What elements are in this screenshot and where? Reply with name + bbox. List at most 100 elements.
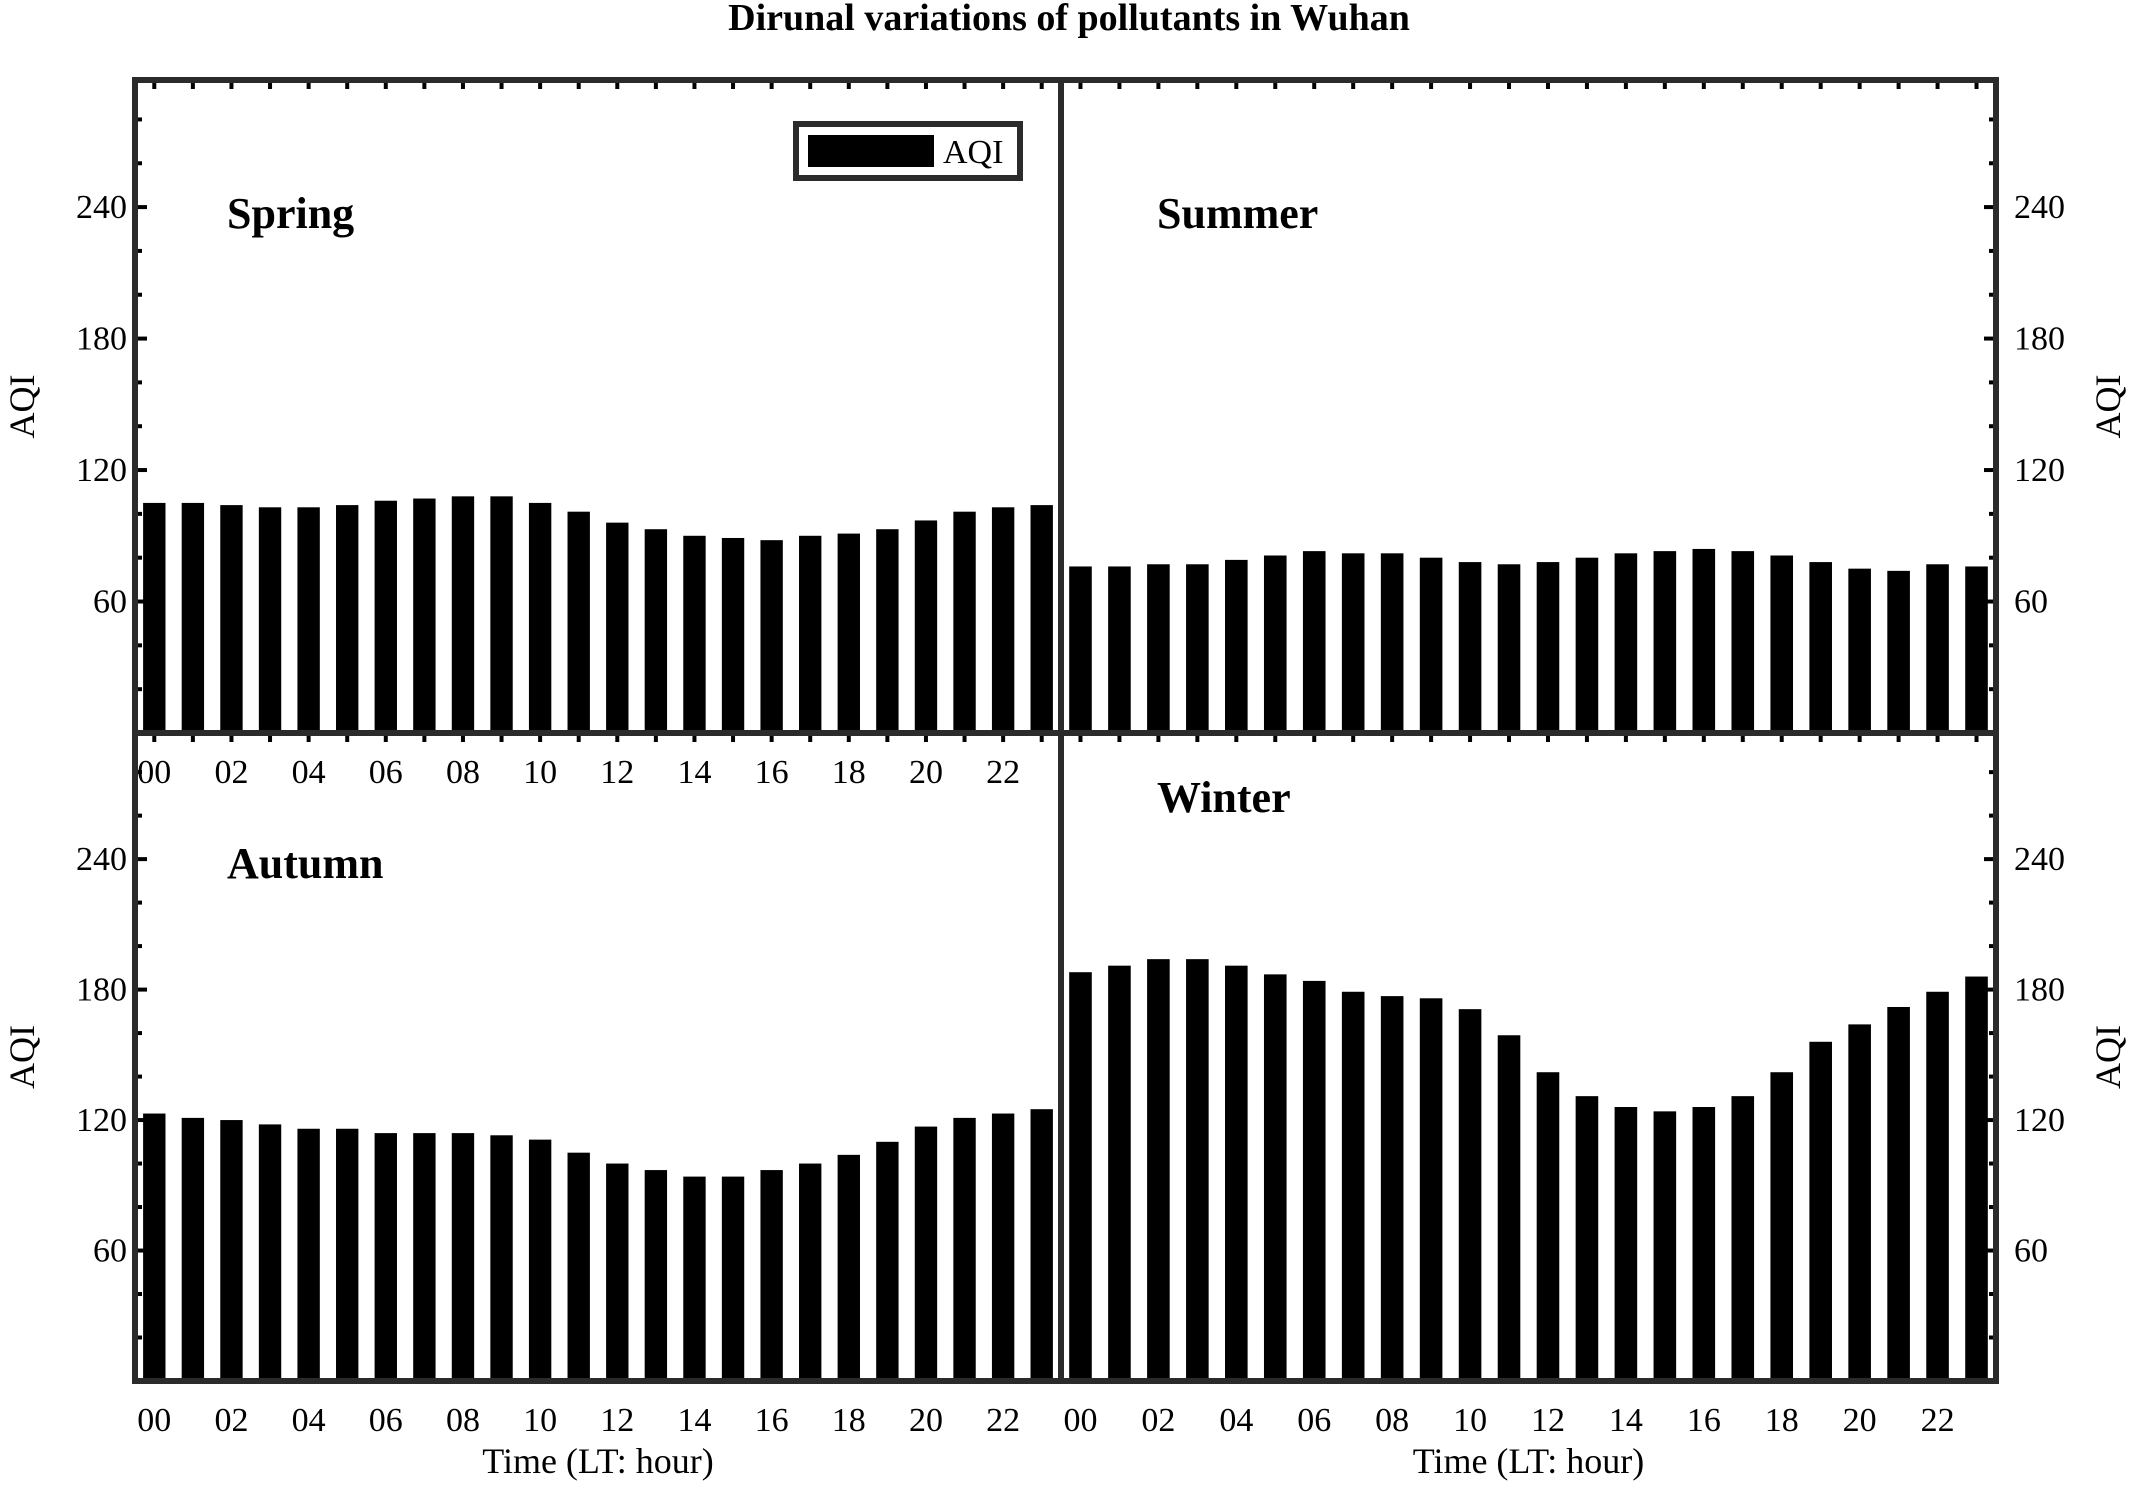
aqi-bar — [1186, 959, 1209, 1381]
x-tick-label: 02 — [1141, 1402, 1175, 1439]
panel-spring: 60 120 180 240 AQI 00 02 04 06 08 10 12 14 16 18 20 22 Sp… — [2, 77, 1064, 791]
aqi-bar — [1263, 555, 1287, 733]
aqi-bar — [1147, 959, 1170, 1381]
aqi-bar — [374, 500, 397, 733]
aqi-bar — [760, 540, 783, 733]
panel-winter: 60 120 180 240 AQI 00 02 04 06 08 10 12 14 16 18 20 22 Ti… — [1058, 730, 2128, 1481]
season-label: Autumn — [227, 839, 384, 888]
aqi-bar — [181, 502, 205, 733]
x-tick-label: 02 — [214, 754, 248, 791]
x-tick-label: 02 — [214, 1402, 248, 1439]
aqi-bar — [490, 1135, 513, 1381]
aqi-bar — [1848, 568, 1871, 733]
aqi-bar — [644, 529, 668, 733]
x-tick-label: 06 — [369, 1402, 403, 1439]
aqi-bar — [1380, 996, 1404, 1381]
aqi-bar — [258, 507, 282, 733]
x-tick-label: 14 — [1609, 1402, 1643, 1439]
aqi-bar — [1263, 974, 1287, 1381]
season-label: Winter — [1157, 773, 1291, 822]
aqi-bar — [567, 511, 590, 733]
y-tick-label: 240 — [76, 189, 127, 226]
aqi-bar — [1965, 566, 1988, 733]
aqi-bar — [1147, 564, 1170, 733]
aqi-bar — [837, 533, 860, 733]
aqi-bar — [1731, 1096, 1755, 1381]
y-tick-label: 240 — [76, 841, 127, 878]
aqi-bar — [1458, 562, 1482, 733]
y-axis-title: AQI — [2, 375, 42, 439]
aqi-bar — [451, 496, 475, 733]
aqi-bar — [1302, 551, 1326, 733]
aqi-bar — [1030, 1109, 1053, 1381]
season-label: Summer — [1157, 189, 1318, 238]
aqi-bar — [1458, 1009, 1482, 1381]
aqi-bar — [1225, 965, 1248, 1381]
aqi-bar — [1341, 991, 1365, 1381]
figure-title: Dirunal variations of pollutants in Wuha… — [728, 0, 1410, 39]
aqi-bar — [1341, 553, 1365, 733]
aqi-bar — [683, 535, 706, 733]
y-tick-label: 60 — [2014, 1233, 2048, 1270]
aqi-bar — [1419, 998, 1443, 1381]
x-tick-label: 22 — [986, 754, 1020, 791]
aqi-bar — [220, 1120, 243, 1381]
aqi-bar — [606, 1163, 629, 1381]
aqi-bar — [1302, 980, 1326, 1381]
y-axis-title: AQI — [2088, 1025, 2128, 1089]
legend-swatch — [808, 135, 934, 167]
aqi-bar — [1614, 553, 1638, 733]
aqi-bar — [297, 1128, 320, 1381]
aqi-bar — [1887, 570, 1910, 733]
aqi-bar — [220, 505, 243, 733]
x-tick-label: 10 — [1453, 1402, 1487, 1439]
aqi-bar — [876, 1141, 899, 1381]
x-tick-label: 20 — [1843, 1402, 1877, 1439]
x-tick-label: 08 — [446, 754, 480, 791]
aqi-bar — [1887, 1006, 1910, 1381]
x-tick-label: 04 — [292, 1402, 326, 1439]
x-tick-label: 00 — [137, 754, 171, 791]
x-tick-label: 08 — [1375, 1402, 1409, 1439]
aqi-bar — [528, 502, 552, 733]
chart-panels: 60 120 180 240 AQI 00 02 04 06 08 10 12 14 16 18 20 22 Sp… — [2, 77, 2128, 1481]
aqi-bar — [721, 1176, 745, 1381]
aqi-bar — [991, 1113, 1015, 1381]
aqi-bar — [528, 1139, 552, 1381]
aqi-bar — [760, 1170, 783, 1381]
aqi-bar — [1926, 991, 1949, 1381]
y-tick-label: 60 — [93, 1233, 127, 1270]
x-tick-label: 04 — [1219, 1402, 1253, 1439]
aqi-bar — [143, 502, 166, 733]
panel-summer: 60 120 180 240 AQI Summer — [1058, 77, 2128, 736]
season-label: Spring — [227, 189, 354, 238]
aqi-bar — [1030, 505, 1053, 733]
aqi-bar — [837, 1154, 860, 1381]
aqi-bar — [1770, 555, 1794, 733]
aqi-bar — [1692, 1107, 1716, 1381]
aqi-bar — [567, 1152, 590, 1381]
y-tick-label: 120 — [2014, 1102, 2065, 1139]
aqi-bar — [1809, 562, 1832, 733]
legend: AQI — [793, 121, 1023, 181]
aqi-bar — [181, 1117, 205, 1381]
x-tick-label: 12 — [1531, 1402, 1565, 1439]
aqi-bar — [683, 1176, 706, 1381]
y-tick-label: 240 — [2014, 841, 2065, 878]
x-tick-label: 18 — [1765, 1402, 1799, 1439]
panel-autumn: 60 120 180 240 AQI 00 02 04 06 08 10 12 14 16 18 20 22 Ti… — [2, 730, 1064, 1481]
x-tick-label: 20 — [909, 1402, 943, 1439]
x-tick-label: 00 — [137, 1402, 171, 1439]
aqi-bar — [1069, 972, 1092, 1381]
aqi-bar — [336, 505, 359, 733]
aqi-bar — [297, 507, 320, 733]
aqi-bar — [914, 520, 938, 733]
aqi-bar — [953, 1117, 976, 1381]
aqi-bar — [413, 498, 436, 733]
aqi-bar — [1653, 551, 1677, 733]
aqi-bar — [1809, 1041, 1832, 1381]
aqi-bar — [1965, 976, 1988, 1381]
aqi-bar — [1575, 1096, 1599, 1381]
aqi-bar — [451, 1133, 475, 1381]
x-tick-label: 18 — [832, 1402, 866, 1439]
